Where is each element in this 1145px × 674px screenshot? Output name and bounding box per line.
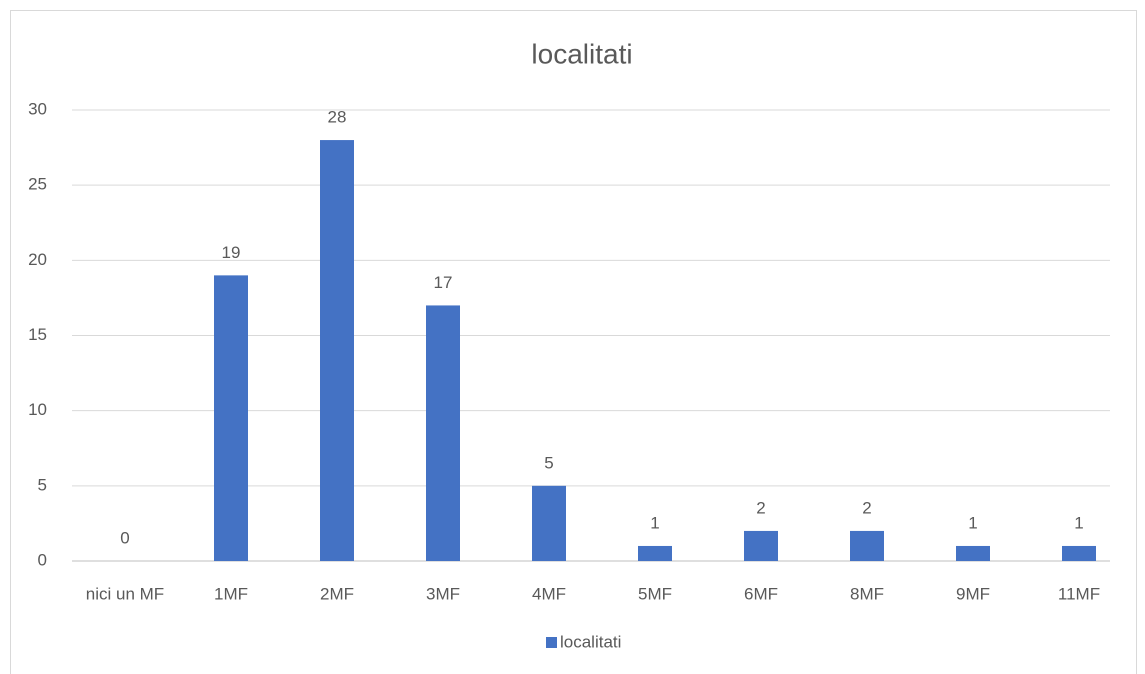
x-tick-label: 1MF bbox=[214, 584, 248, 603]
bar bbox=[850, 530, 884, 561]
data-label: 0 bbox=[120, 528, 129, 547]
y-tick-label: 15 bbox=[28, 325, 47, 344]
bar bbox=[532, 485, 566, 561]
bar bbox=[744, 530, 778, 561]
bar bbox=[320, 140, 354, 562]
y-tick-label: 5 bbox=[38, 475, 47, 494]
bar bbox=[956, 545, 990, 561]
bar bbox=[1062, 545, 1096, 561]
x-tick-label: 4MF bbox=[532, 584, 566, 603]
y-tick-label: 30 bbox=[28, 99, 47, 118]
data-label: 1 bbox=[1074, 513, 1083, 532]
data-label: 19 bbox=[222, 243, 241, 262]
bar bbox=[214, 275, 248, 561]
x-tick-label: 8MF bbox=[850, 584, 884, 603]
x-tick-label: 11MF bbox=[1058, 584, 1100, 603]
y-tick-label: 0 bbox=[38, 550, 47, 569]
y-tick-label: 10 bbox=[28, 400, 47, 419]
data-label: 1 bbox=[650, 513, 659, 532]
data-label: 2 bbox=[756, 498, 765, 517]
x-tick-label: 6MF bbox=[744, 584, 778, 603]
y-tick-label: 20 bbox=[28, 250, 47, 269]
x-tick-label: nici un MF bbox=[86, 584, 164, 603]
x-tick-label: 9MF bbox=[956, 584, 990, 603]
data-label: 1 bbox=[968, 513, 977, 532]
x-tick-label: 5MF bbox=[638, 584, 672, 603]
bar bbox=[426, 305, 460, 561]
data-label: 17 bbox=[434, 273, 453, 292]
data-label: 5 bbox=[544, 453, 553, 472]
x-tick-label: 2MF bbox=[320, 584, 354, 603]
legend-swatch bbox=[546, 637, 557, 648]
y-tick-label: 25 bbox=[28, 175, 47, 194]
bar bbox=[638, 545, 672, 561]
x-tick-label: 3MF bbox=[426, 584, 460, 603]
chart-border bbox=[10, 10, 1137, 674]
data-label: 2 bbox=[862, 498, 871, 517]
data-label: 28 bbox=[328, 108, 347, 127]
chart-title: localitati bbox=[531, 38, 632, 69]
legend-label: localitati bbox=[560, 632, 621, 651]
